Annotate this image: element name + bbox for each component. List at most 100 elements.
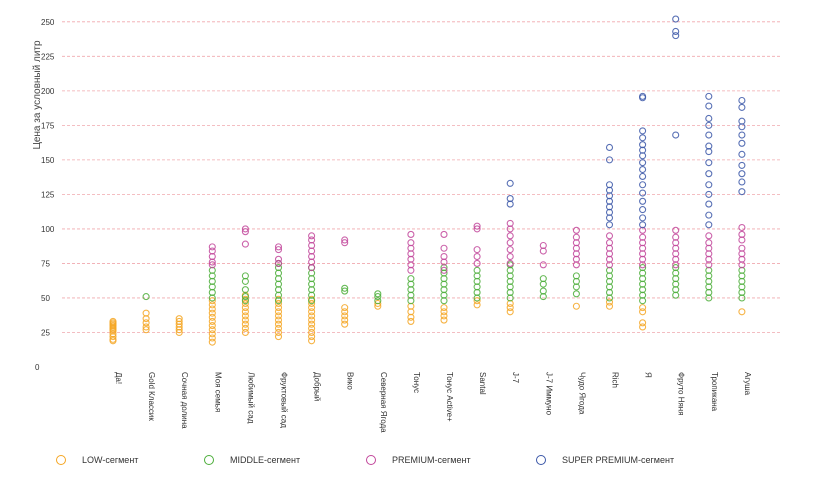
- data-point: [109, 337, 117, 345]
- y-axis-title: Цена за условный литр: [32, 40, 43, 150]
- x-category-label: Я: [644, 372, 653, 378]
- data-point: [539, 241, 547, 250]
- data-point: [506, 179, 514, 187]
- data-point: [639, 159, 647, 167]
- data-point: [440, 252, 448, 261]
- y-tick-label: 100: [41, 225, 55, 234]
- data-point: [341, 239, 349, 247]
- x-category-label: Добрый: [313, 372, 322, 401]
- data-point: [341, 304, 349, 312]
- data-point: [605, 143, 614, 152]
- data-point: [705, 221, 713, 229]
- data-point: [572, 226, 580, 234]
- data-point: [208, 309, 216, 317]
- data-point: [341, 320, 349, 328]
- data-point: [473, 297, 481, 305]
- data-point: [572, 272, 580, 280]
- data-point: [241, 312, 249, 320]
- grid-lines: [62, 21, 782, 333]
- data-point: [407, 239, 415, 247]
- x-category-label: Агуша: [743, 372, 752, 396]
- data-point: [705, 159, 713, 167]
- data-point: [407, 230, 415, 238]
- data-point: [672, 32, 680, 40]
- y-tick-label: 200: [41, 87, 55, 96]
- legend-label-super-premium: SUPER PREMIUM-сегмент: [562, 455, 675, 465]
- x-category-label: Моя семья: [213, 372, 222, 412]
- data-point: [639, 127, 647, 135]
- data-point: [705, 170, 713, 178]
- legend-label-low: LOW-сегмент: [82, 455, 139, 465]
- data-point: [605, 181, 614, 189]
- x-category-label: Фруктовый сад: [280, 372, 289, 428]
- data-point: [208, 334, 216, 342]
- data-point: [506, 232, 514, 240]
- data-point: [705, 114, 713, 123]
- legend-swatch-middle-icon: [204, 455, 214, 465]
- data-points: [109, 15, 746, 346]
- data-point: [274, 324, 283, 332]
- data-point: [705, 92, 713, 100]
- data-point: [109, 317, 117, 325]
- y-tick-label: 75: [41, 259, 50, 268]
- x-category-label: Rich: [611, 372, 620, 388]
- y-tick-label: 150: [41, 156, 55, 165]
- data-point: [738, 244, 746, 252]
- data-point: [705, 211, 713, 219]
- x-category-label: Вико: [346, 372, 355, 390]
- data-point: [639, 214, 647, 222]
- legend: LOW-сегмент MIDDLE-сегмент PREMIUM-сегме…: [0, 452, 828, 472]
- data-point: [208, 243, 216, 251]
- data-point: [639, 181, 647, 189]
- data-point: [308, 304, 316, 312]
- data-point: [639, 206, 647, 214]
- data-point: [341, 308, 349, 316]
- data-point: [738, 150, 746, 158]
- x-category-label: Тонус: [412, 372, 421, 393]
- legend-swatch-premium-icon: [366, 455, 376, 465]
- data-point: [738, 230, 746, 238]
- data-point: [539, 287, 547, 295]
- data-point: [374, 297, 382, 305]
- data-point: [506, 246, 514, 254]
- data-point: [639, 197, 647, 205]
- legend-label-premium: PREMIUM-сегмент: [392, 455, 471, 465]
- data-point: [473, 301, 481, 309]
- data-point: [208, 261, 216, 269]
- data-point: [738, 139, 746, 147]
- data-point: [208, 330, 216, 338]
- x-category-label: Фруто Няня: [677, 372, 686, 416]
- x-category-labels: Да! Gold Классик Сочная долина Моя семья Люб…: [114, 372, 752, 433]
- data-point: [142, 309, 150, 317]
- data-point: [241, 293, 249, 301]
- data-point: [705, 102, 713, 110]
- x-category-label: Да!: [114, 372, 123, 384]
- data-point: [639, 134, 647, 142]
- data-point: [440, 230, 448, 238]
- legend-item-super-premium: SUPER PREMIUM-сегмент: [536, 452, 674, 468]
- data-point: [639, 189, 647, 197]
- data-point: [208, 301, 216, 309]
- data-point: [175, 317, 183, 325]
- data-point: [274, 243, 283, 251]
- data-point: [506, 252, 514, 261]
- data-point: [705, 131, 713, 139]
- data-point: [639, 264, 647, 272]
- data-point: [274, 316, 283, 324]
- data-point: [705, 181, 713, 189]
- data-point: [738, 308, 746, 316]
- data-point: [605, 298, 614, 306]
- data-point: [341, 316, 349, 324]
- data-point: [440, 312, 448, 320]
- data-point: [639, 141, 647, 149]
- x-category-label: J-7: [511, 372, 520, 384]
- data-point: [142, 326, 150, 334]
- legend-item-low: LOW-сегмент: [56, 452, 138, 468]
- data-point: [738, 223, 746, 232]
- data-point: [639, 221, 647, 229]
- data-point: [308, 320, 316, 328]
- data-point: [639, 304, 647, 312]
- x-category-label: Тропикана: [710, 372, 719, 412]
- data-point: [440, 304, 448, 312]
- data-point: [208, 322, 216, 330]
